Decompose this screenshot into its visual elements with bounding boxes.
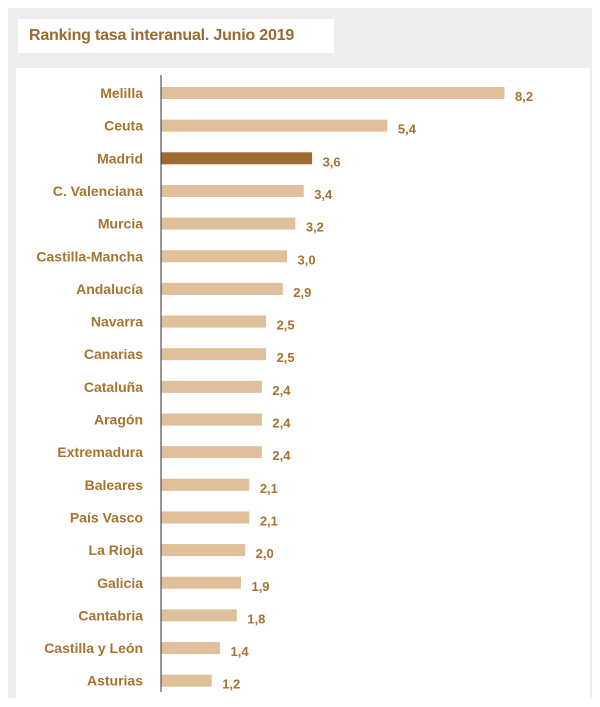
bar-asturias (161, 674, 212, 687)
category-label-andalucia: Andalucía (76, 281, 143, 297)
category-label-extremadura: Extremadura (57, 444, 143, 460)
category-label-melilla: Melilla (100, 85, 143, 101)
bar-navarra (161, 315, 267, 328)
bar-cantabria (161, 609, 237, 622)
category-label-baleares: Baleares (85, 477, 144, 493)
value-label-madrid: 3,6 (323, 154, 341, 169)
category-label-pais-vasco: País Vasco (70, 509, 143, 525)
value-label-murcia: 3,2 (306, 220, 324, 235)
value-label-asturias: 1,2 (222, 677, 240, 692)
bar-cataluna (161, 380, 262, 393)
bar-castilla-y-leon (161, 642, 221, 655)
bar-extremadura (161, 446, 262, 459)
value-label-la-rioja: 2,0 (256, 546, 274, 561)
category-label-aragon: Aragón (94, 412, 143, 428)
value-label-cataluna: 2,4 (272, 383, 291, 398)
value-label-c-valenciana: 3,4 (314, 187, 333, 202)
value-label-pais-vasco: 2,1 (260, 513, 278, 528)
category-label-murcia: Murcia (98, 216, 143, 232)
category-label-cataluna: Cataluña (84, 379, 143, 395)
bar-c-valenciana (161, 184, 304, 197)
category-label-castilla-mancha: Castilla-Mancha (36, 248, 143, 264)
value-label-cantabria: 1,8 (247, 611, 265, 626)
bar-baleares (161, 478, 250, 491)
bar-ceuta (161, 119, 388, 132)
value-label-melilla: 8,2 (515, 89, 533, 104)
bar-canarias (161, 348, 267, 361)
plot-area (16, 68, 590, 700)
category-label-navarra: Navarra (91, 314, 143, 330)
category-label-castilla-y-leon: Castilla y León (44, 640, 143, 656)
bar-andalucia (161, 282, 283, 295)
category-label-canarias: Canarias (84, 346, 143, 362)
bar-aragon (161, 413, 262, 426)
value-label-galicia: 1,9 (251, 579, 269, 594)
category-label-c-valenciana: C. Valenciana (53, 183, 143, 199)
value-label-castilla-y-leon: 1,4 (231, 644, 250, 659)
bar-castilla-mancha (161, 250, 287, 263)
category-label-ceuta: Ceuta (104, 118, 143, 134)
category-label-cantabria: Cantabria (78, 607, 143, 623)
bar-madrid (161, 152, 313, 165)
value-label-baleares: 2,1 (260, 481, 278, 496)
value-label-canarias: 2,5 (277, 350, 295, 365)
bar-melilla (161, 87, 505, 99)
bar-murcia (161, 217, 296, 230)
value-label-navarra: 2,5 (277, 318, 295, 333)
value-label-ceuta: 5,4 (398, 122, 417, 137)
chart-title: Ranking tasa interanual. Junio 2019 (18, 19, 334, 53)
category-label-madrid: Madrid (97, 150, 143, 166)
category-label-galicia: Galicia (97, 575, 143, 591)
bar-pais-vasco (161, 511, 250, 524)
value-label-andalucia: 2,9 (293, 285, 311, 300)
bar-galicia (161, 576, 241, 589)
value-label-extremadura: 2,4 (272, 448, 291, 463)
bar-la-rioja (161, 544, 246, 557)
value-label-castilla-mancha: 3,0 (297, 252, 315, 267)
category-label-asturias: Asturias (87, 673, 143, 689)
value-label-aragon: 2,4 (272, 416, 291, 431)
category-label-la-rioja: La Rioja (89, 542, 144, 558)
